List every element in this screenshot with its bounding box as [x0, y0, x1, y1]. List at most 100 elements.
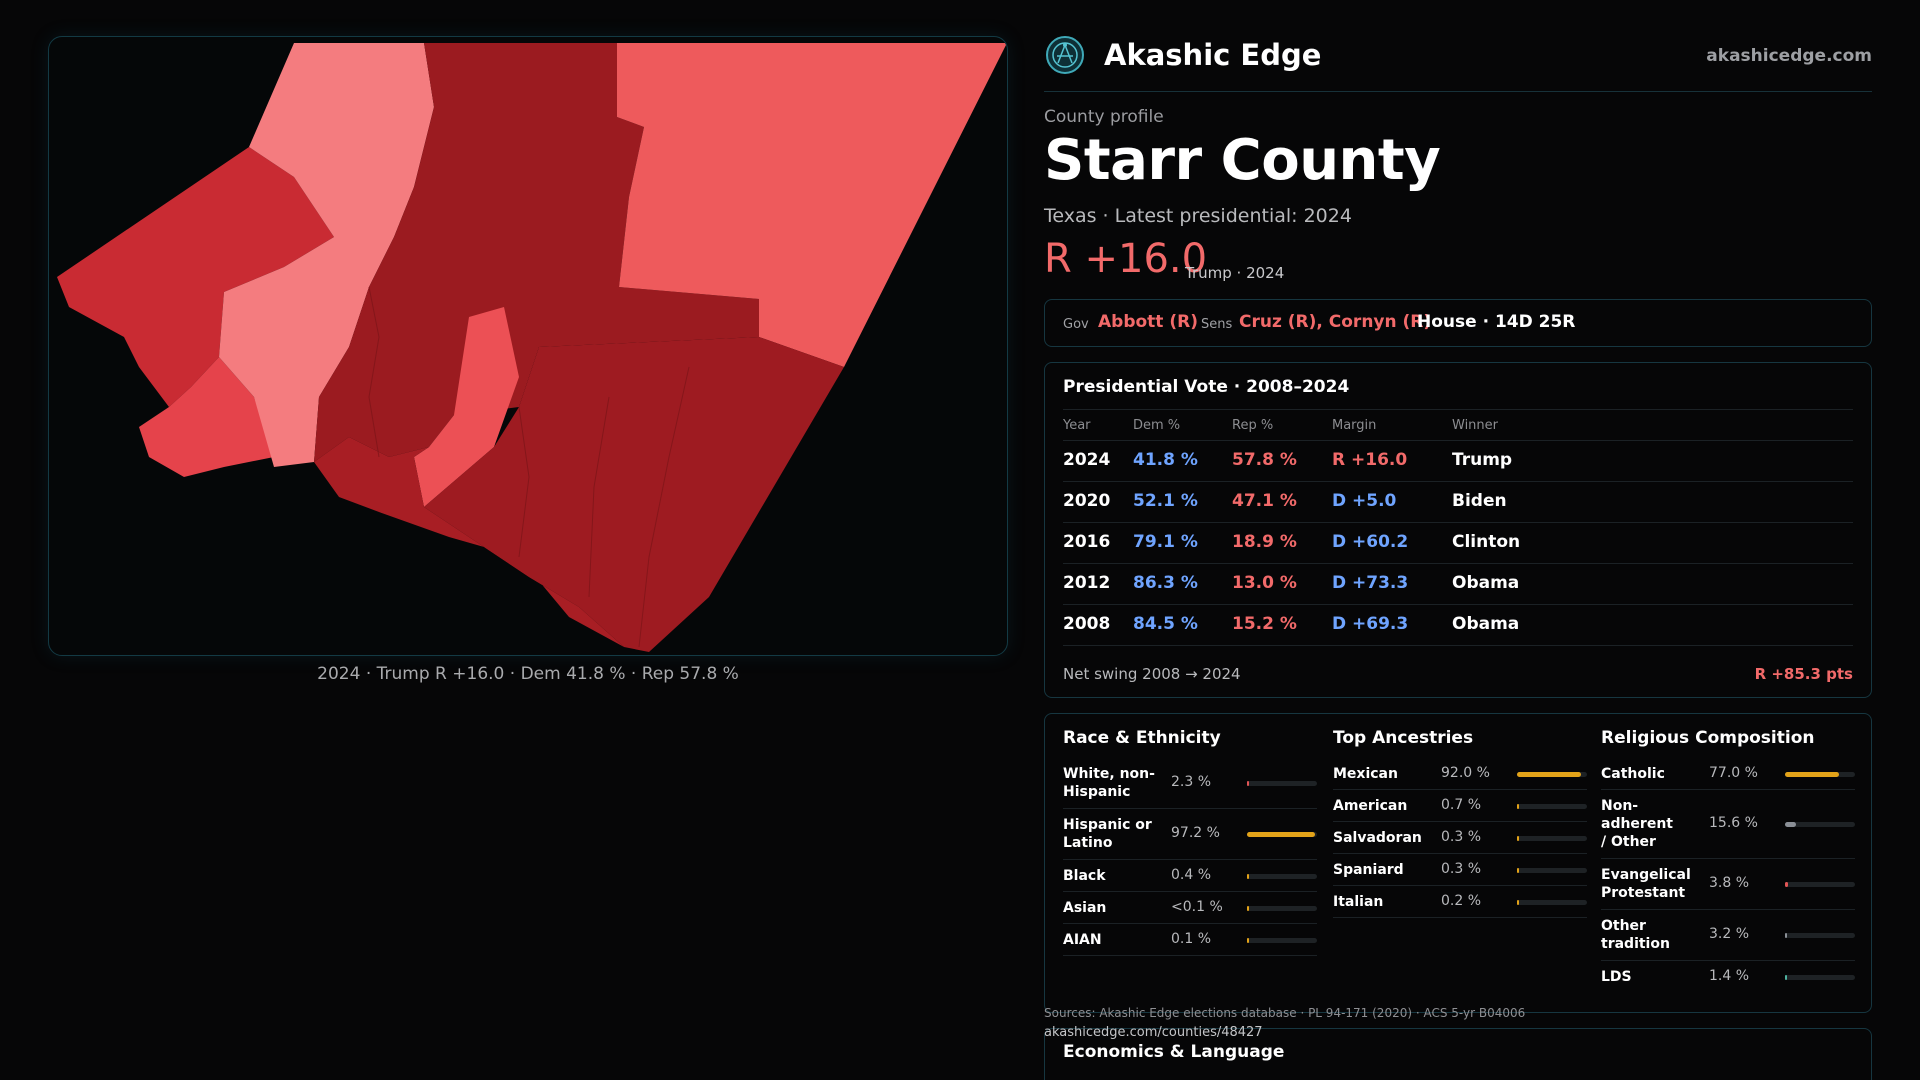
cell-rep: 13.0 %	[1232, 573, 1297, 593]
precinct-west[interactable]	[57, 147, 334, 407]
economics-panel: Economics & Language	[1044, 1028, 1872, 1080]
col-year: Year	[1063, 418, 1091, 433]
list-item: Non-adherent / Other 15.6 %	[1601, 790, 1855, 859]
race-section-title: Race & Ethnicity	[1063, 728, 1221, 748]
presidential-vote-panel: Presidential Vote · 2008–2024 Year Dem %…	[1044, 362, 1872, 698]
economics-title: Economics & Language	[1063, 1042, 1285, 1062]
ancestry-pct: 0.2 %	[1441, 893, 1482, 909]
list-item: Asian <0.1 %	[1063, 892, 1317, 924]
precinct-south-central[interactable]	[314, 437, 624, 647]
cell-dem: 79.1 %	[1133, 532, 1198, 552]
precinct-map	[57, 43, 1007, 652]
cell-dem: 52.1 %	[1133, 491, 1198, 511]
cell-rep: 15.2 %	[1232, 614, 1297, 634]
religion-pct: 1.4 %	[1709, 968, 1750, 984]
list-item: Black 0.4 %	[1063, 860, 1317, 892]
col-margin: Margin	[1332, 418, 1377, 433]
ancestry-bar-fill	[1517, 804, 1519, 809]
ancestry-bar-fill	[1517, 868, 1519, 873]
religion-bar-track	[1785, 933, 1855, 938]
cell-rep: 18.9 %	[1232, 532, 1297, 552]
precinct-central-strip[interactable]	[414, 307, 519, 507]
cell-year: 2024	[1063, 450, 1111, 470]
religion-pct: 3.2 %	[1709, 926, 1750, 942]
ancestry-bar-track	[1517, 836, 1587, 841]
ancestry-bar-track	[1517, 772, 1587, 777]
ancestry-bar-track	[1517, 900, 1587, 905]
ancestry-bar-fill	[1517, 772, 1582, 777]
precinct-southeast[interactable]	[424, 337, 844, 652]
cell-margin: R +16.0	[1332, 450, 1408, 470]
religion-label: Other tradition	[1601, 918, 1670, 952]
col-rep: Rep %	[1232, 418, 1274, 433]
list-item: Spaniard 0.3 %	[1333, 854, 1587, 886]
page-eyebrow: County profile	[1044, 107, 1164, 127]
demographics-panel: Race & Ethnicity White, non-Hispanic 2.3…	[1044, 713, 1872, 1013]
gov-label: Gov	[1063, 317, 1089, 332]
race-bar-fill	[1247, 832, 1316, 837]
religion-pct: 3.8 %	[1709, 875, 1750, 891]
county-profile-panel: Akashic Edge akashicedge.com County prof…	[1044, 0, 1872, 1080]
net-swing-value: R +85.3 pts	[1754, 665, 1853, 683]
religion-bar-track	[1785, 882, 1855, 887]
brand-url[interactable]: akashicedge.com	[1706, 46, 1872, 66]
page-subtitle: Texas · Latest presidential: 2024	[1044, 205, 1352, 227]
race-bar-track	[1247, 781, 1317, 786]
precinct-light[interactable]	[219, 43, 434, 467]
vote-panel-title: Presidential Vote · 2008–2024	[1063, 377, 1350, 397]
map-caption: 2024 · Trump R +16.0 · Dem 41.8 % · Rep …	[317, 664, 739, 684]
network-globe-icon[interactable]	[1046, 36, 1084, 74]
list-item: Evangelical Protestant 3.8 %	[1601, 859, 1855, 910]
house-delegation: House · 14D 25R	[1417, 312, 1576, 332]
county-map[interactable]	[48, 36, 1008, 656]
list-item: Mexican 92.0 %	[1333, 758, 1587, 790]
cell-year: 2012	[1063, 573, 1111, 593]
ancestry-bar-track	[1517, 804, 1587, 809]
ancestry-label: Italian	[1333, 894, 1384, 910]
col-winner: Winner	[1452, 418, 1499, 433]
ancestry-pct: 92.0 %	[1441, 765, 1490, 781]
sources-link[interactable]: akashicedge.com/counties/48427	[1044, 1025, 1263, 1040]
vote-table-header: Year Dem % Rep % Margin Winner	[1063, 409, 1853, 441]
ancestries-section: Top Ancestries Mexican 92.0 % American 0…	[1333, 728, 1587, 1008]
ancestry-section-title: Top Ancestries	[1333, 728, 1474, 748]
cell-winner: Obama	[1452, 573, 1520, 593]
cell-winner: Trump	[1452, 450, 1513, 470]
precinct-northeast[interactable]	[617, 43, 1007, 367]
religion-bar-fill	[1785, 772, 1839, 777]
cell-year: 2016	[1063, 532, 1111, 552]
religion-pct: 15.6 %	[1709, 815, 1758, 831]
brand-name[interactable]: Akashic Edge	[1104, 38, 1322, 72]
race-label: White, non-Hispanic	[1063, 766, 1155, 800]
brand-header: Akashic Edge akashicedge.com	[1044, 32, 1872, 92]
religion-pct: 77.0 %	[1709, 765, 1758, 781]
headline-margin: R +16.0	[1044, 236, 1208, 282]
religion-section: Religious Composition Catholic 77.0 % No…	[1601, 728, 1855, 1008]
governor-value: Abbott (R)	[1098, 312, 1198, 332]
ancestry-bar-fill	[1517, 900, 1519, 905]
cell-winner: Clinton	[1452, 532, 1521, 552]
ancestry-label: American	[1333, 798, 1408, 814]
religion-label: Catholic	[1601, 766, 1665, 782]
religion-bar-fill	[1785, 882, 1788, 887]
table-row: 2008 84.5 % 15.2 % D +69.3 Obama	[1063, 605, 1853, 646]
list-item: White, non-Hispanic 2.3 %	[1063, 758, 1317, 809]
religion-section-title: Religious Composition	[1601, 728, 1815, 748]
religion-bar-track	[1785, 772, 1855, 777]
table-row: 2024 41.8 % 57.8 % R +16.0 Trump	[1063, 441, 1853, 482]
race-bar-track	[1247, 938, 1317, 943]
precinct-central-north[interactable]	[314, 43, 759, 462]
precinct-southwest[interactable]	[139, 357, 274, 477]
race-pct: <0.1 %	[1171, 899, 1223, 915]
list-item: Salvadoran 0.3 %	[1333, 822, 1587, 854]
page-title: Starr County	[1044, 128, 1441, 193]
cell-year: 2020	[1063, 491, 1111, 511]
ancestry-bar-track	[1517, 868, 1587, 873]
list-item: Other tradition 3.2 %	[1601, 910, 1855, 961]
precinct-borders	[368, 286, 690, 648]
race-bar-fill	[1247, 874, 1249, 879]
religion-label: Non-adherent / Other	[1601, 798, 1673, 850]
table-row: 2020 52.1 % 47.1 % D +5.0 Biden	[1063, 482, 1853, 523]
officials-bar: Gov Abbott (R) Sens Cruz (R), Cornyn (R)…	[1044, 299, 1872, 347]
cell-rep: 57.8 %	[1232, 450, 1297, 470]
